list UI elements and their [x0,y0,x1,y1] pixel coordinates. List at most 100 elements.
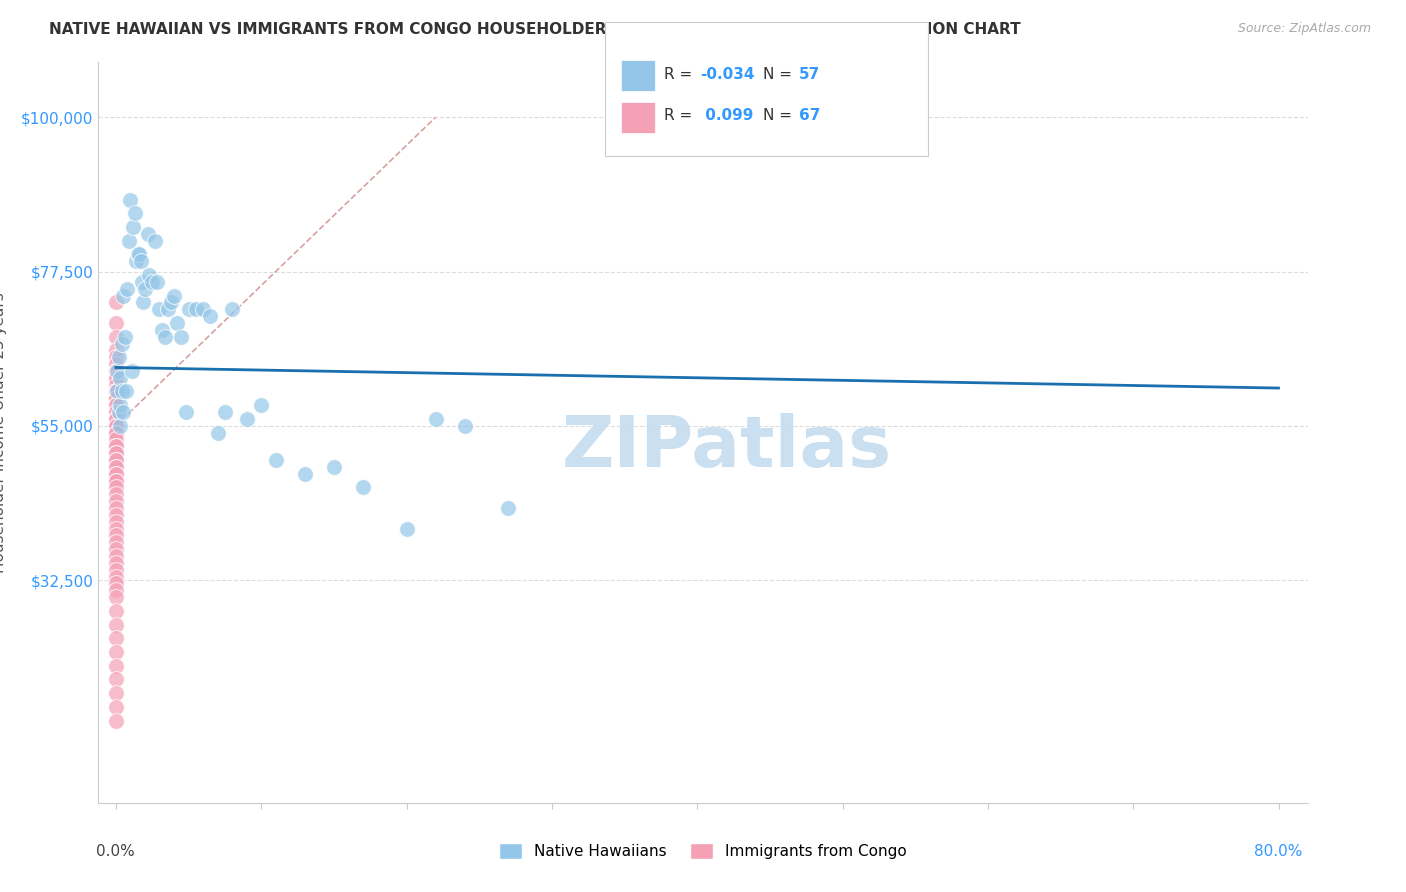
Point [104,439,127,453]
Point [104,604,127,618]
Point [125,254,148,268]
Text: NATIVE HAWAIIAN VS IMMIGRANTS FROM CONGO HOUSEHOLDER INCOME UNDER 25 YEARS CORRE: NATIVE HAWAIIAN VS IMMIGRANTS FROM CONGO… [49,22,1021,37]
Point [104,673,127,687]
Point [112,405,135,419]
Point [214,405,236,419]
Point [184,302,207,317]
Text: -0.034: -0.034 [700,67,755,81]
Point [104,433,127,447]
Point [104,576,127,591]
Point [131,275,153,289]
Point [104,453,127,467]
Legend: Native Hawaiians, Immigrants from Congo: Native Hawaiians, Immigrants from Congo [494,838,912,865]
Point [104,398,127,412]
Point [104,364,127,378]
Point [104,686,127,700]
Point [496,501,519,516]
Point [104,617,127,632]
Point [104,658,127,673]
Point [352,480,374,494]
Point [104,459,127,474]
Point [104,357,127,371]
Point [174,405,197,419]
Text: 67: 67 [799,109,820,123]
Text: R =: R = [664,67,697,81]
Point [104,425,127,440]
Point [104,384,127,399]
Point [160,295,183,310]
Point [104,371,127,385]
Point [166,316,188,330]
Point [104,467,127,481]
Point [143,234,166,248]
Point [104,418,127,433]
Point [104,699,127,714]
Point [104,515,127,529]
Point [104,398,127,412]
Text: ZIPatlas: ZIPatlas [562,413,893,482]
Point [157,302,180,317]
Point [104,418,127,433]
Point [177,302,200,317]
Point [122,219,145,234]
Point [138,268,160,282]
Point [395,522,418,536]
Point [136,227,159,241]
Point [104,487,127,501]
Point [294,467,316,481]
Point [207,425,229,440]
Point [128,247,150,261]
Point [104,632,127,646]
Point [111,384,134,399]
Point [118,234,141,248]
Point [110,371,132,385]
Point [104,343,127,358]
Point [145,275,167,289]
Point [104,384,127,399]
Point [117,282,139,296]
Point [104,377,127,392]
Point [104,501,127,516]
Point [322,459,344,474]
Point [104,494,127,508]
Text: N =: N = [763,109,797,123]
Point [104,316,127,330]
Point [104,405,127,419]
Point [191,302,214,317]
Point [264,453,287,467]
Point [104,549,127,563]
Text: 0.0%: 0.0% [97,844,135,859]
Point [124,206,146,220]
Point [121,364,143,378]
Y-axis label: Householder Income Under 25 years: Householder Income Under 25 years [0,293,7,573]
Text: 0.099: 0.099 [700,109,754,123]
Point [104,522,127,536]
Point [104,412,127,426]
Point [104,446,127,460]
Point [107,350,129,364]
Point [104,563,127,577]
Point [150,323,173,337]
Text: R =: R = [664,109,697,123]
Point [104,583,127,598]
Text: 80.0%: 80.0% [1254,844,1303,859]
Point [112,288,135,302]
Point [250,398,273,412]
Point [425,412,447,426]
Point [104,371,127,385]
Point [163,288,186,302]
Point [104,459,127,474]
Point [104,364,127,378]
Point [104,425,127,440]
Text: N =: N = [763,67,797,81]
Point [105,364,128,378]
Point [114,329,136,343]
Point [104,446,127,460]
Point [132,295,155,310]
Point [104,392,127,406]
Point [104,542,127,557]
Point [104,295,127,310]
Point [104,480,127,494]
Point [104,590,127,604]
Point [148,302,170,317]
